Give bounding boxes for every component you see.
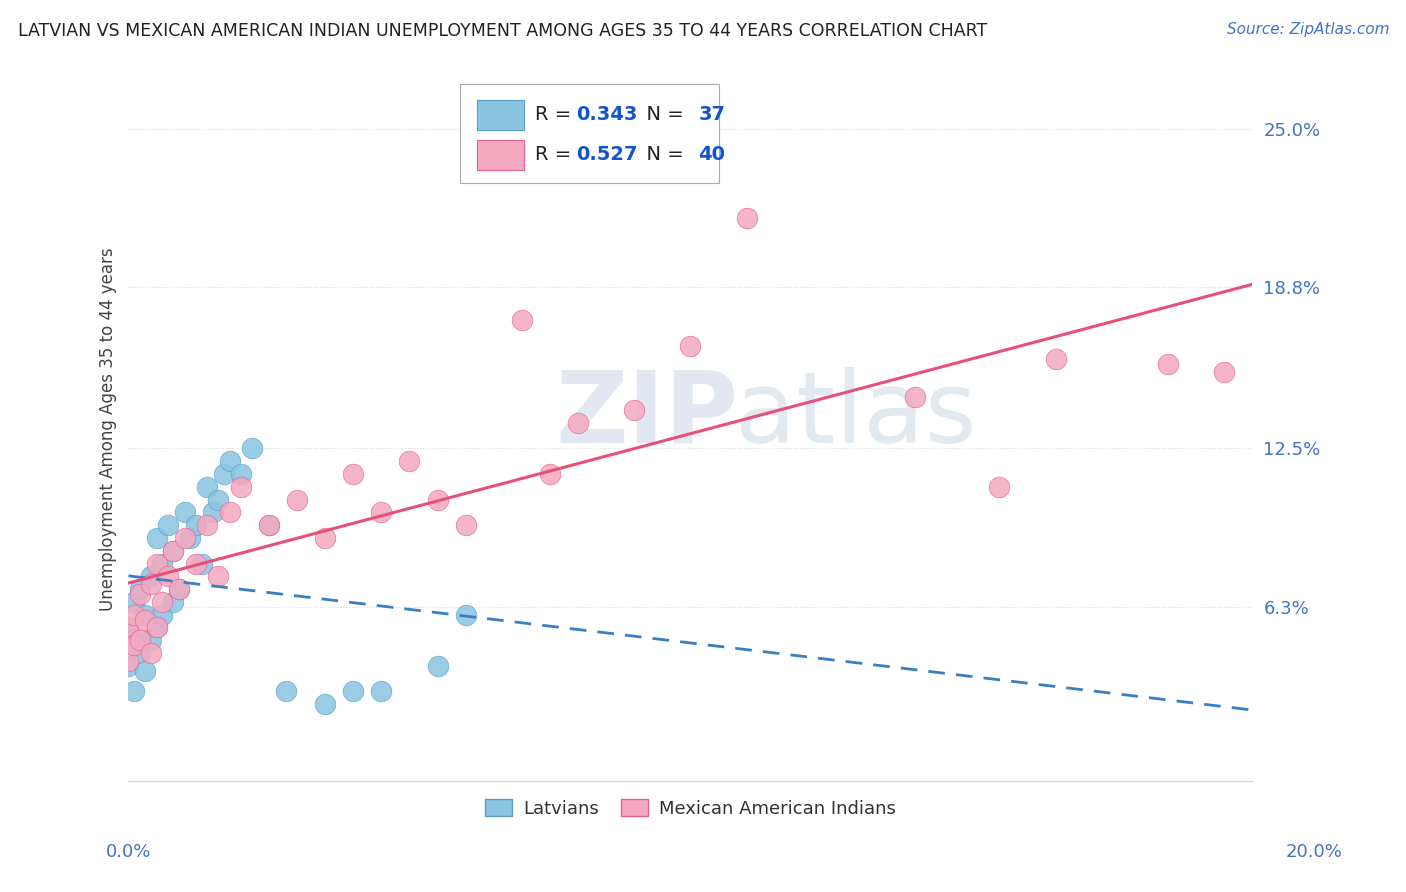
Point [134,613,156,627]
Point [184,518,207,533]
Point [139,577,162,591]
Point [454,607,477,622]
Text: LATVIAN VS MEXICAN AMERICAN INDIAN UNEMPLOYMENT AMONG AGES 35 TO 44 YEARS CORREL: LATVIAN VS MEXICAN AMERICAN INDIAN UNEMP… [18,22,987,40]
Point [426,658,449,673]
Text: N =: N = [634,145,690,164]
Point [150,557,173,571]
Point [122,684,145,698]
Point [173,505,195,519]
Point [623,403,645,417]
Point [218,454,240,468]
Point [128,582,150,596]
Point [207,492,229,507]
Point [229,480,252,494]
Point [538,467,561,481]
Point [173,531,195,545]
Text: atlas: atlas [735,367,977,464]
Point [207,569,229,583]
Text: 0.527: 0.527 [576,145,637,164]
Point [1213,365,1236,379]
Point [1045,351,1067,366]
FancyBboxPatch shape [477,140,524,169]
Text: N =: N = [634,105,690,124]
Point [145,620,167,634]
Point [179,531,201,545]
Legend: Latvians, Mexican American Indians: Latvians, Mexican American Indians [478,791,903,825]
Text: 20.0%: 20.0% [1286,843,1343,861]
Point [128,633,150,648]
Point [150,607,173,622]
Point [257,518,280,533]
Text: 0.343: 0.343 [576,105,637,124]
Point [145,531,167,545]
Point [218,505,240,519]
Point [904,390,927,404]
Text: 0.0%: 0.0% [105,843,150,861]
Point [314,531,336,545]
Point [122,595,145,609]
Text: ZIP: ZIP [555,367,738,464]
Point [128,587,150,601]
Point [117,658,139,673]
Point [139,646,162,660]
Text: R =: R = [536,145,578,164]
Point [162,543,184,558]
Point [454,518,477,533]
Point [167,582,190,596]
Point [314,698,336,712]
Point [190,557,212,571]
FancyBboxPatch shape [460,85,718,183]
Point [285,492,308,507]
Point [162,543,184,558]
Point [201,505,224,519]
Text: R =: R = [536,105,578,124]
Point [342,684,364,698]
Point [122,639,145,653]
Point [145,620,167,634]
Point [229,467,252,481]
Point [988,480,1011,494]
Point [162,595,184,609]
Point [134,664,156,678]
Point [134,607,156,622]
Point [274,684,297,698]
Point [370,505,392,519]
Text: 37: 37 [699,105,725,124]
Point [735,211,758,226]
Point [122,607,145,622]
Point [156,518,179,533]
Text: Source: ZipAtlas.com: Source: ZipAtlas.com [1226,22,1389,37]
Point [117,620,139,634]
Point [184,557,207,571]
Point [370,684,392,698]
Point [567,416,589,430]
Point [117,620,139,634]
Point [128,646,150,660]
Point [167,582,190,596]
Point [510,313,533,327]
Point [195,518,218,533]
Point [679,339,702,353]
Point [117,654,139,668]
Point [145,557,167,571]
Point [122,633,145,648]
Point [398,454,420,468]
FancyBboxPatch shape [477,100,524,129]
Point [156,569,179,583]
Point [139,569,162,583]
Y-axis label: Unemployment Among Ages 35 to 44 years: Unemployment Among Ages 35 to 44 years [100,247,117,611]
Point [257,518,280,533]
Point [195,480,218,494]
Point [212,467,235,481]
Point [426,492,449,507]
Point [150,595,173,609]
Point [342,467,364,481]
Point [1157,357,1180,371]
Point [240,442,263,456]
Point [139,633,162,648]
Text: 40: 40 [699,145,725,164]
